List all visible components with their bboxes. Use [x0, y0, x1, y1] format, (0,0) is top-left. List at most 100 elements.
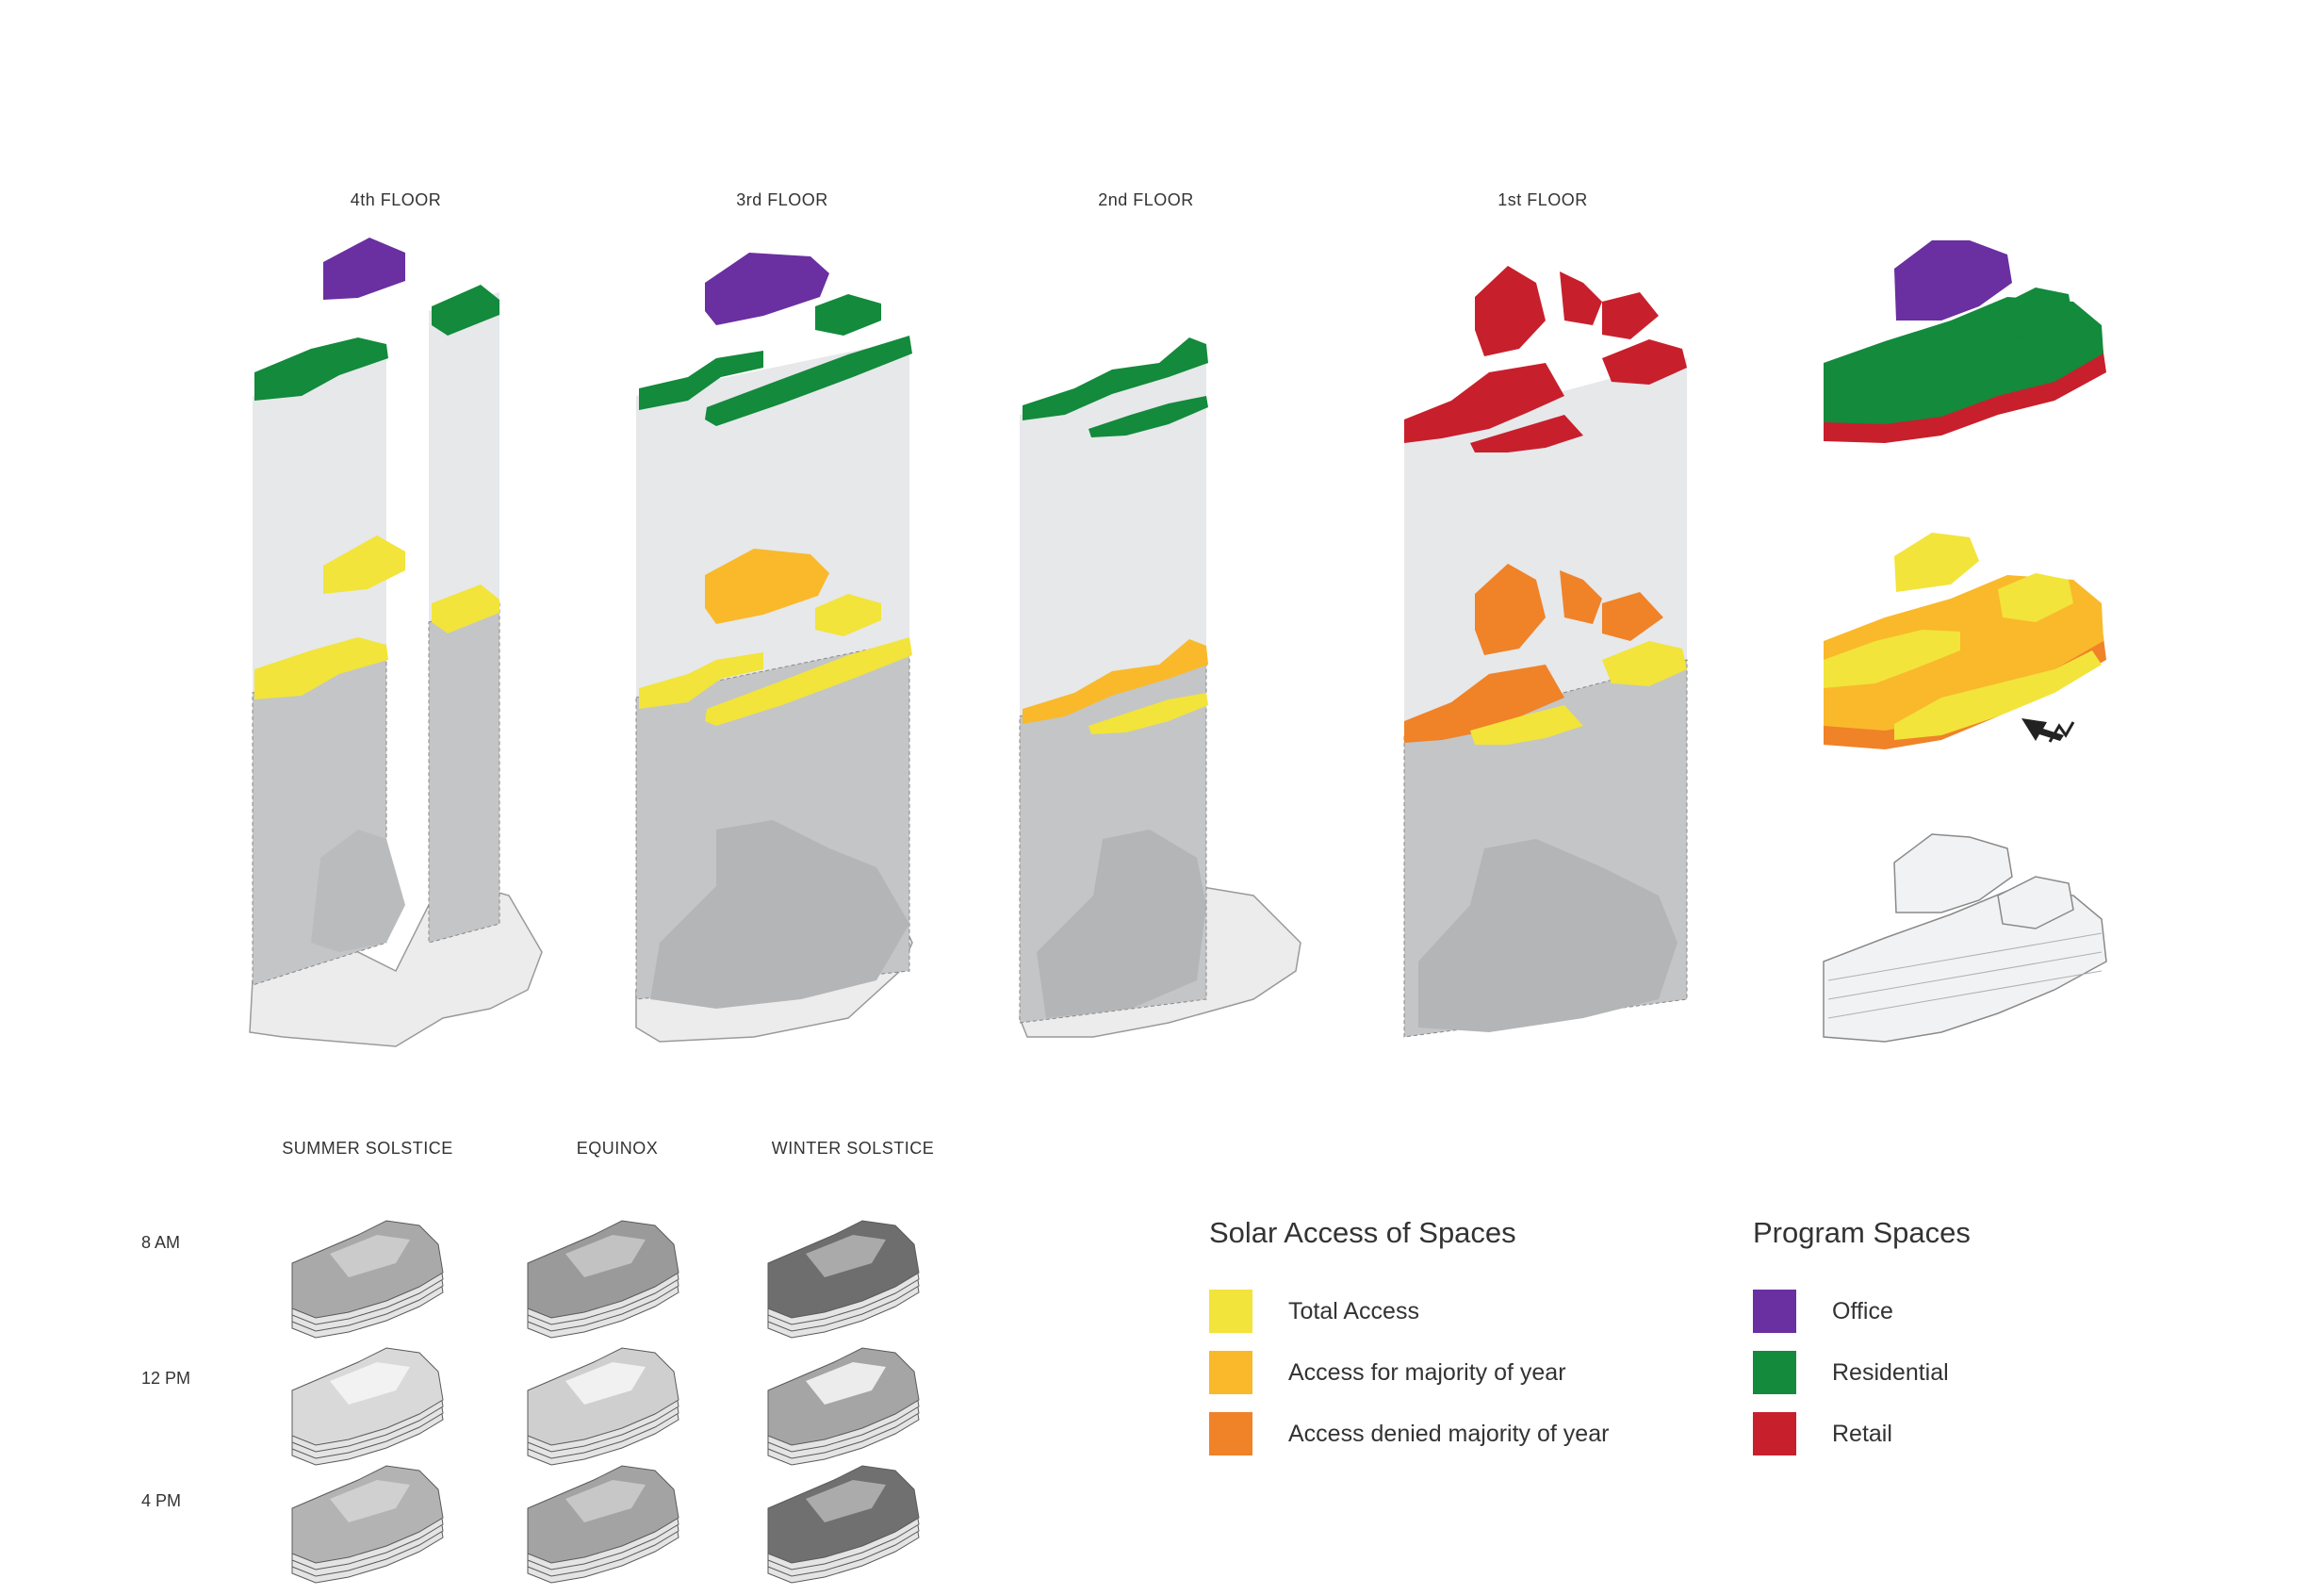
- legend-swatch: [1753, 1290, 1796, 1333]
- legend-item: Residential: [1753, 1351, 1971, 1394]
- diagram-1st-floor: [1403, 266, 1688, 1038]
- retail-block: [1470, 415, 1583, 452]
- diagram-2nd-floor: [1019, 337, 1301, 1038]
- program-stack: [1824, 240, 2106, 443]
- legend-swatch: [1209, 1290, 1252, 1333]
- denied-access-block: [1560, 570, 1602, 624]
- office-block: [323, 238, 405, 300]
- total-layer: [1998, 573, 2073, 622]
- total-access-block: [705, 637, 912, 726]
- solar-access-legend: Solar Access of Spaces Total Access Acce…: [1209, 1216, 1609, 1473]
- season-label-equinox: EQUINOX: [576, 1139, 659, 1158]
- retail-block: [1475, 266, 1546, 356]
- residential-block: [815, 294, 881, 336]
- shadow-study-thumbnail: [527, 1465, 679, 1584]
- total-access-block: [323, 535, 405, 594]
- thumbnail-highlight: [565, 1235, 646, 1277]
- office-block: [705, 253, 829, 325]
- legend-label: Office: [1832, 1297, 1893, 1324]
- retail-block: [1404, 363, 1564, 443]
- thumbnail-layer: [527, 1465, 679, 1564]
- program-spaces-legend: Program Spaces Office Residential Retail: [1753, 1216, 1971, 1473]
- thumbnail-highlight: [330, 1235, 410, 1277]
- outline-stack: [1823, 833, 2107, 1043]
- residential-block: [254, 337, 388, 401]
- outline-massing: [1893, 833, 2013, 913]
- legend-swatch: [1209, 1351, 1252, 1394]
- residential-block: [705, 336, 912, 426]
- residential-block: [1088, 396, 1208, 437]
- solar-stack: [1824, 533, 2106, 749]
- legend-label: Access for majority of year: [1288, 1358, 1566, 1386]
- shadow-footprint: [311, 830, 405, 952]
- shadow-study-thumbnail: [291, 1465, 444, 1584]
- thumbnail-highlight: [565, 1480, 646, 1522]
- shadow-study-matrix: [291, 1220, 920, 1584]
- retail-block: [1560, 271, 1602, 325]
- thumbnail-highlight: [806, 1480, 886, 1522]
- total-access-block: [432, 584, 499, 633]
- denied-access-block: [1475, 564, 1546, 655]
- majority-access-block: [1023, 639, 1208, 724]
- shadow-footprint: [1037, 830, 1206, 1018]
- shadow-study-thumbnail: [291, 1347, 444, 1466]
- thumbnail-layer: [767, 1465, 920, 1564]
- retail-block: [1602, 292, 1659, 339]
- season-label-summer: SUMMER SOLSTICE: [282, 1139, 453, 1158]
- thumbnail-highlight: [565, 1362, 646, 1405]
- legend-item: Access denied majority of year: [1209, 1412, 1609, 1455]
- total-access-block: [639, 652, 763, 709]
- north-arrow-icon: [2021, 718, 2075, 743]
- legend-label: Total Access: [1288, 1297, 1419, 1324]
- denied-access-block: [1602, 592, 1663, 641]
- thumbnail-highlight: [806, 1235, 886, 1277]
- residential-block: [639, 351, 763, 410]
- legend-swatch: [1753, 1351, 1796, 1394]
- legend-label: Retail: [1832, 1420, 1892, 1447]
- total-access-block: [1602, 641, 1687, 686]
- residential-layer: [1998, 288, 2073, 339]
- majority-access-block: [705, 549, 829, 624]
- thumbnail-highlight: [806, 1362, 886, 1405]
- total-layer: [1894, 650, 2102, 740]
- retail-block: [1602, 339, 1687, 385]
- thumbnail-layer: [291, 1220, 444, 1319]
- total-access-block: [254, 637, 388, 699]
- legend-title: Solar Access of Spaces: [1209, 1216, 1516, 1249]
- legend-item: Access for majority of year: [1209, 1351, 1609, 1394]
- office-layer: [1894, 240, 2012, 321]
- floor-label-4th: 4th FLOOR: [350, 190, 442, 209]
- legend-item: Retail: [1753, 1412, 1971, 1455]
- floor-label-1st: 1st FLOOR: [1498, 190, 1588, 209]
- legend-label: Access denied majority of year: [1288, 1420, 1610, 1447]
- legend-item: Total Access: [1209, 1290, 1609, 1333]
- floor-label-2nd: 2nd FLOOR: [1098, 190, 1194, 209]
- outline-massing: [1997, 876, 2074, 929]
- total-access-block: [1470, 705, 1583, 745]
- shadow-footprint: [650, 820, 909, 1009]
- diagram-3rd-floor: [635, 253, 913, 1043]
- time-label-8am: 8 AM: [141, 1233, 181, 1252]
- season-label-winter: WINTER SOLSTICE: [771, 1139, 935, 1158]
- legend-title: Program Spaces: [1753, 1216, 1971, 1249]
- legend-swatch: [1209, 1412, 1252, 1455]
- total-access-block: [1088, 693, 1208, 734]
- thumbnail-layer: [767, 1220, 920, 1319]
- legend-swatch: [1753, 1412, 1796, 1455]
- total-layer: [1894, 533, 1979, 592]
- legend-label: Residential: [1832, 1358, 1949, 1386]
- diagram-4th-floor: [249, 238, 543, 1047]
- legend-item: Office: [1753, 1290, 1971, 1333]
- total-access-block: [815, 594, 881, 636]
- shadow-study-thumbnail: [527, 1220, 679, 1339]
- total-layer: [1824, 630, 1960, 688]
- thumbnail-layer: [291, 1465, 444, 1564]
- shadow-study-thumbnail: [291, 1220, 444, 1339]
- shadow-study-thumbnail: [767, 1220, 920, 1339]
- residential-block: [1023, 337, 1208, 420]
- time-label-4pm: 4 PM: [141, 1491, 182, 1510]
- shadow-study-thumbnail: [767, 1465, 920, 1584]
- thumbnail-highlight: [330, 1362, 410, 1405]
- residential-block: [432, 285, 499, 336]
